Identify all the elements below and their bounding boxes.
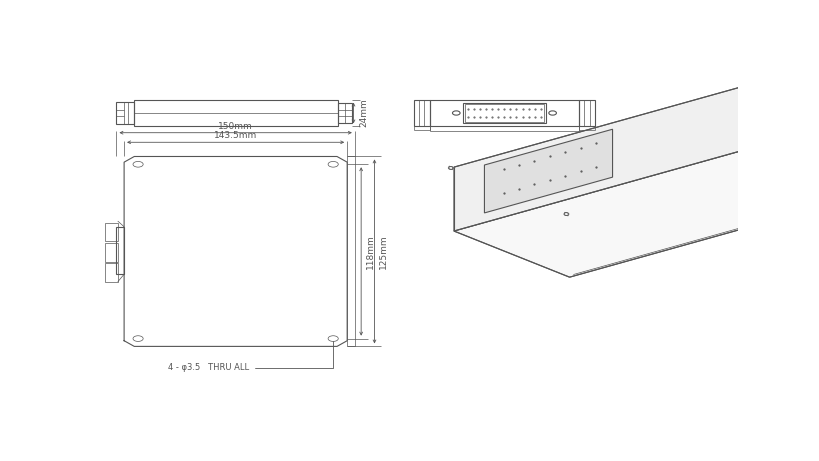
- Text: 118mm: 118mm: [365, 234, 374, 269]
- Polygon shape: [758, 82, 819, 192]
- Text: 24mm: 24mm: [359, 99, 368, 127]
- Bar: [105, 223, 118, 241]
- Text: 150mm: 150mm: [218, 122, 253, 130]
- Polygon shape: [759, 81, 763, 84]
- Bar: [429, 100, 578, 126]
- Text: 125mm: 125mm: [378, 234, 387, 269]
- Bar: [464, 104, 544, 122]
- Text: 143.5mm: 143.5mm: [214, 131, 257, 140]
- Bar: [462, 103, 545, 123]
- Text: 4 - φ3.5   THRU ALL: 4 - φ3.5 THRU ALL: [168, 341, 333, 372]
- Bar: [134, 100, 337, 126]
- Polygon shape: [454, 146, 819, 277]
- Bar: [116, 227, 124, 274]
- Polygon shape: [449, 166, 452, 170]
- Bar: [414, 100, 429, 126]
- Polygon shape: [484, 129, 612, 213]
- Bar: [105, 243, 118, 261]
- Bar: [337, 103, 351, 124]
- Bar: [105, 263, 118, 282]
- Bar: [578, 100, 595, 126]
- Polygon shape: [564, 212, 568, 216]
- Bar: [116, 102, 134, 124]
- Polygon shape: [454, 82, 758, 231]
